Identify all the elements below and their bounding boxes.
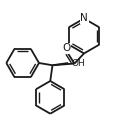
Text: OH: OH (70, 58, 84, 68)
Text: N: N (79, 13, 87, 23)
Text: O: O (62, 43, 70, 53)
